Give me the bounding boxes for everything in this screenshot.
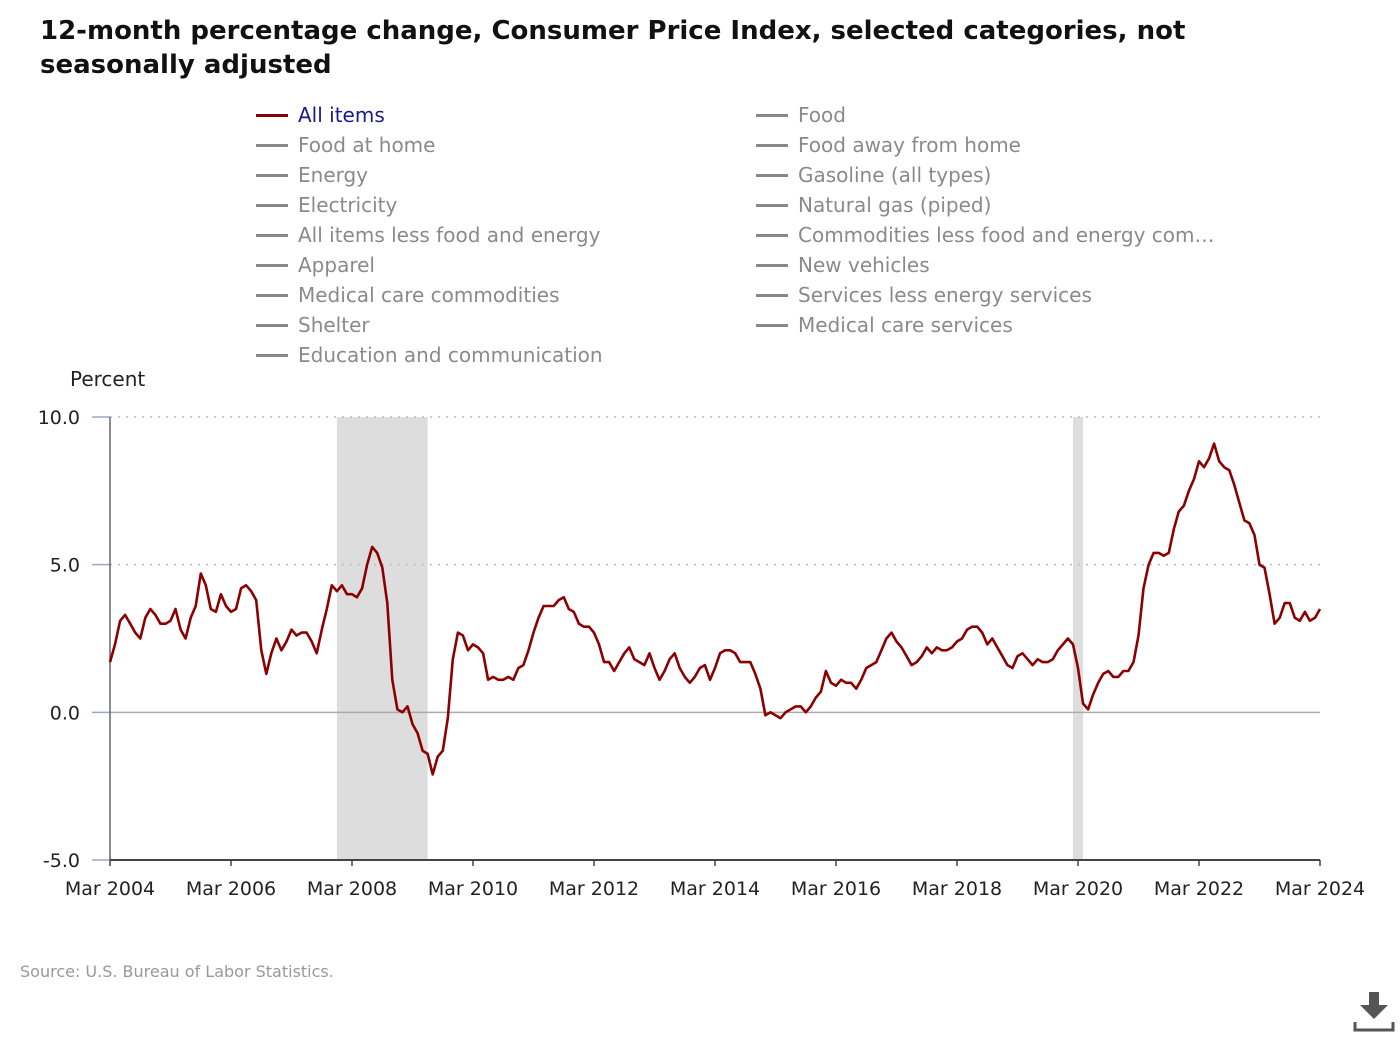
legend-item[interactable]: Food <box>756 100 846 130</box>
legend-swatch <box>256 233 288 237</box>
legend-swatch <box>756 203 788 207</box>
x-tick-label: Mar 2014 <box>670 878 760 900</box>
line-chart: 10.05.00.0-5.0 Mar 2004 Mar 2006 Mar 2008 M… <box>38 367 1365 900</box>
x-tick-label: Mar 2012 <box>549 878 639 900</box>
legend-item[interactable]: Medical care services <box>756 310 1013 340</box>
y-tick-label: 10.0 <box>38 407 80 429</box>
legend-swatch <box>756 233 788 237</box>
legend-swatch <box>256 203 288 207</box>
x-tick-label: Mar 2008 <box>307 878 397 900</box>
x-tick-label: Mar 2006 <box>186 878 276 900</box>
series-group <box>108 442 1322 776</box>
legend-label: Commodities less food and energy com… <box>798 223 1215 247</box>
legend-item[interactable]: All items <box>256 100 385 130</box>
legend-item[interactable]: Food away from home <box>756 130 1021 160</box>
legend-swatch <box>256 263 288 267</box>
legend-swatch <box>256 113 288 117</box>
legend-swatch <box>756 263 788 267</box>
recession-band <box>336 417 428 860</box>
x-tick-label: Mar 2018 <box>912 878 1002 900</box>
gridlines-group <box>92 416 1320 861</box>
x-tick-label: Mar 2022 <box>1154 878 1244 900</box>
legend-label: Apparel <box>298 253 375 277</box>
legend-item[interactable]: Services less energy services <box>756 280 1092 310</box>
legend-label: Medical care services <box>798 313 1013 337</box>
legend-swatch <box>756 323 788 327</box>
legend-swatch <box>756 173 788 177</box>
legend-label: Food away from home <box>798 133 1021 157</box>
legend-label: Food <box>798 103 846 127</box>
x-tick-label: Mar 2004 <box>65 878 155 900</box>
legend-label: Electricity <box>298 193 398 217</box>
legend-item[interactable]: Commodities less food and energy com… <box>756 220 1215 250</box>
legend-label: Medical care commodities <box>298 283 560 307</box>
legend-item[interactable]: Shelter <box>256 310 370 340</box>
legend-swatch <box>756 113 788 117</box>
legend-swatch <box>256 323 288 327</box>
y-tick-label: 5.0 <box>50 555 80 577</box>
legend-label: Energy <box>298 163 369 187</box>
legend-label: Services less energy services <box>798 283 1092 307</box>
x-tick-label: Mar 2020 <box>1033 878 1123 900</box>
legend-item[interactable]: Energy <box>256 160 368 190</box>
legend-swatch <box>256 173 288 177</box>
legend-label: Shelter <box>298 313 370 337</box>
legend-label: Education and communication <box>298 343 603 367</box>
legend-swatch <box>756 293 788 297</box>
recession-shading-group <box>336 417 1084 860</box>
legend-label: New vehicles <box>798 253 930 277</box>
legend-item[interactable]: Electricity <box>256 190 397 220</box>
download-icon[interactable] <box>1352 990 1396 1034</box>
legend-item[interactable]: Medical care commodities <box>256 280 559 310</box>
x-tick-label: Mar 2016 <box>791 878 881 900</box>
legend-item[interactable]: Gasoline (all types) <box>756 160 991 190</box>
legend-swatch <box>756 143 788 147</box>
legend-item[interactable]: All items less food and energy <box>256 220 600 250</box>
y-tick-label: 0.0 <box>50 702 80 724</box>
chart-title: 12-month percentage change, Consumer Pri… <box>40 16 1186 80</box>
source-note: Source: U.S. Bureau of Labor Statistics. <box>20 962 334 981</box>
legend-label: All items less food and energy <box>298 223 601 247</box>
legend-item[interactable]: New vehicles <box>756 250 930 280</box>
legend-item[interactable]: Education and communication <box>256 340 603 370</box>
chart-legend: All items Food Food at home Food away from … <box>256 100 1256 370</box>
x-tick-labels-group: Mar 2004 Mar 2006 Mar 2008 Mar 2010 Mar 2012… <box>65 878 1365 900</box>
series-line-all-items <box>108 442 1322 776</box>
legend-label: All items <box>298 103 385 127</box>
legend-swatch <box>256 293 288 297</box>
axes-group <box>109 417 1321 866</box>
recession-band <box>1072 417 1084 860</box>
legend-item[interactable]: Natural gas (piped) <box>756 190 991 220</box>
y-axis-label: Percent <box>70 367 145 391</box>
y-tick-labels-group: 10.0 5.0 0.0 -5.0 <box>38 407 80 872</box>
legend-item[interactable]: Food at home <box>256 130 435 160</box>
x-tick-label: Mar 2010 <box>428 878 518 900</box>
legend-label: Natural gas (piped) <box>798 193 992 217</box>
legend-label: Gasoline (all types) <box>798 163 992 187</box>
legend-swatch <box>256 353 288 357</box>
legend-label: Food at home <box>298 133 436 157</box>
legend-item[interactable]: Apparel <box>256 250 375 280</box>
x-tick-label: Mar 2024 <box>1275 878 1365 900</box>
download-icon-graphic <box>1353 992 1395 1032</box>
y-tick-label: -5.0 <box>43 850 80 872</box>
legend-swatch <box>256 143 288 147</box>
